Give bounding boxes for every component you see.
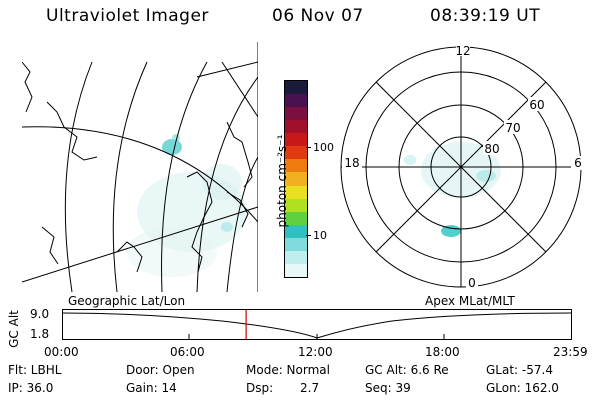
observation-date: 06 Nov 07 — [272, 6, 364, 26]
mlt-label-0: 0 — [468, 276, 476, 290]
colorbar-segment — [285, 224, 307, 238]
time-tick-0000: 00:00 — [44, 345, 79, 359]
lat-label-70: 70 — [505, 121, 520, 135]
colorbar-segment — [285, 172, 307, 186]
info-door: Door: Open — [126, 363, 195, 377]
colorbar-segment — [285, 250, 307, 264]
lat-label-80: 80 — [484, 142, 499, 156]
colorbar-segment — [285, 133, 307, 147]
time-tick-1800: 18:00 — [425, 345, 460, 359]
aurora-emission — [127, 134, 247, 277]
colorbar-segment — [285, 81, 307, 95]
mlt-label-18: 18 — [344, 156, 359, 170]
left-panel-label: Geographic Lat/Lon — [68, 294, 186, 308]
mlt-label-6: 6 — [574, 156, 582, 170]
colorbar-segment — [285, 159, 307, 173]
colorbar-segment — [285, 237, 307, 251]
colorbar-segment — [285, 263, 307, 277]
info-flt: Flt: LBHL — [8, 363, 62, 377]
colorbar-segment — [285, 94, 307, 108]
instrument-title: Ultraviolet Imager — [46, 6, 209, 26]
info-seq: Seq: 39 — [365, 381, 411, 395]
time-tick-0600: 06:00 — [170, 345, 205, 359]
colorbar-segment — [285, 120, 307, 134]
info-gc-alt: GC Alt: 6.6 Re — [365, 363, 449, 377]
geographic-map — [22, 42, 258, 292]
intensity-colorbar — [284, 80, 308, 278]
altitude-strip-plot — [62, 309, 572, 340]
altitude-axis-title: GC Alt — [7, 310, 21, 348]
polar-aurora-emission — [404, 142, 501, 237]
altitude-tick-max: 9.0 — [30, 307, 50, 321]
info-dsp-label: Dsp: — [246, 381, 274, 395]
info-dsp-value: 2.7 — [300, 381, 320, 395]
colorbar-tick-label: 10 — [313, 229, 327, 242]
colorbar-unit-label: photon cm⁻²s⁻¹ — [275, 134, 289, 228]
colorbar-tick-major — [306, 147, 311, 148]
colorbar-tick-major — [306, 235, 311, 236]
info-gain: Gain: 14 — [126, 381, 177, 395]
info-ip: IP: 36.0 — [8, 381, 54, 395]
info-glon: GLon: 162.0 — [486, 381, 559, 395]
observation-time: 08:39:19 UT — [430, 6, 541, 26]
colorbar-segment — [285, 185, 307, 199]
right-panel-label: Apex MLat/MLT — [425, 294, 515, 308]
info-mode: Mode: Normal — [246, 363, 330, 377]
colorbar-segment — [285, 146, 307, 160]
altitude-tick-min: 1.8 — [30, 327, 50, 341]
lat-label-60: 60 — [529, 98, 544, 112]
info-glat: GLat: -57.4 — [486, 363, 553, 377]
colorbar-segment — [285, 107, 307, 121]
time-tick-2359: 23:59 — [553, 345, 588, 359]
colorbar-segment — [285, 211, 307, 225]
polar-mlat-mlt-plot: 12 18 6 0 60 70 80 — [340, 44, 583, 290]
colorbar-segment — [285, 198, 307, 212]
mlt-label-12: 12 — [455, 44, 470, 58]
colorbar-tick-label: 100 — [313, 141, 334, 154]
time-tick-1200: 12:00 — [298, 345, 333, 359]
